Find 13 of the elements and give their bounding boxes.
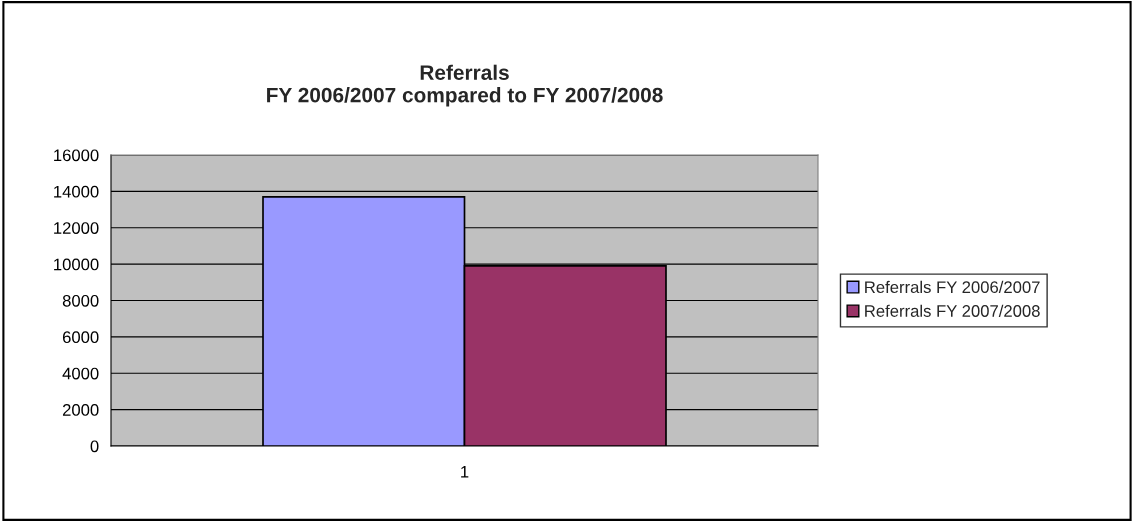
y-tick-label: 14000 [54,185,99,198]
y-tick-label: 12000 [54,222,99,234]
y-tick-label: 6000 [62,331,99,344]
y-tick-label: 8000 [62,294,99,307]
y-tick-label: 10000 [54,258,99,271]
y-tick-label: 0 [90,440,99,453]
chart-title: Referrals FY 2006/2007 compared to FY 2007/2008 [267,64,663,107]
y-tick-label: 16000 [54,149,99,162]
legend-label: Referrals FY 2007/2008 [865,304,1040,317]
y-tick-label: 4000 [62,367,99,380]
legend-label: Referrals FY 2006/2007 [865,280,1040,294]
y-tick-label: 2000 [62,404,99,416]
x-tick-label: 1 [461,466,469,478]
